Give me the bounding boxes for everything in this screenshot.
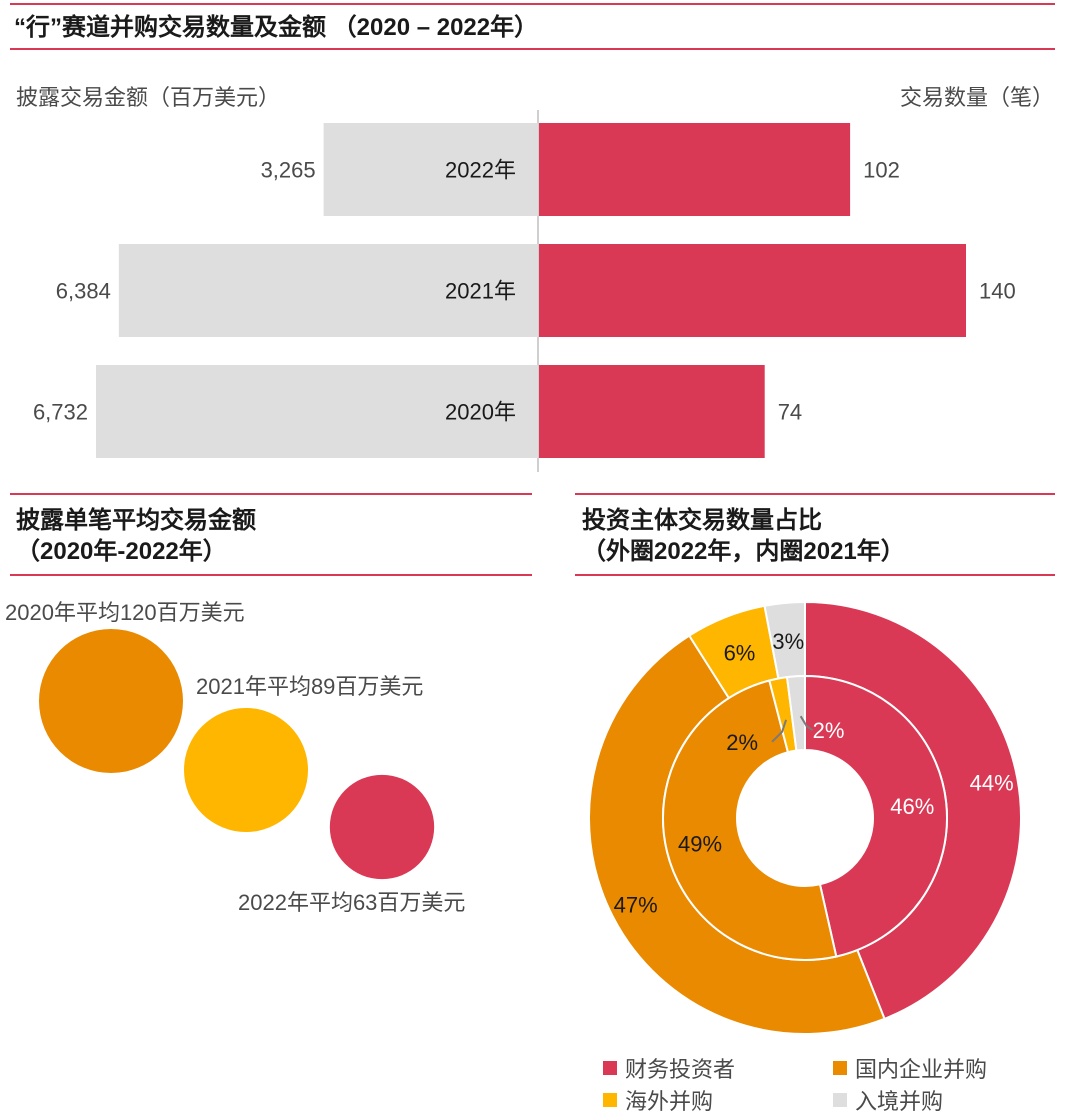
bubble-title-line1: 披露单笔平均交易金额 bbox=[16, 507, 256, 534]
inner-slice-3 bbox=[785, 674, 806, 752]
legend-label: 国内企业并购 bbox=[855, 1057, 988, 1082]
left-axis-label: 披露交易金额（百万美元） bbox=[16, 85, 281, 110]
legend-swatch bbox=[603, 1093, 617, 1107]
legend-swatch bbox=[833, 1061, 847, 1075]
amount-value-label: 6,732 bbox=[33, 400, 88, 425]
legend-label: 财务投资者 bbox=[625, 1057, 736, 1082]
legend-swatch bbox=[833, 1093, 847, 1107]
count-value-label: 74 bbox=[778, 400, 802, 425]
top-rule bbox=[10, 3, 1055, 5]
amount-value-label: 6,384 bbox=[56, 279, 111, 304]
count-value-label: 102 bbox=[863, 158, 900, 183]
legend-item-overseas: 海外并购 bbox=[603, 1084, 713, 1116]
amount-value-label: 3,265 bbox=[261, 158, 316, 183]
bubble-label-2022: 2022年平均63百万美元 bbox=[238, 890, 465, 915]
top-title-rule bbox=[10, 48, 1055, 50]
inner-leader-3 bbox=[799, 715, 814, 732]
amount-bar bbox=[96, 365, 538, 458]
right-axis-label: 交易数量（笔） bbox=[899, 85, 1054, 110]
legend-item-financial: 财务投资者 bbox=[603, 1052, 735, 1084]
amount-bar bbox=[118, 244, 539, 337]
count-bar bbox=[539, 244, 966, 337]
bubble-chart: 2020年平均120百万美元 2021年平均89百万美元 2022年平均63百万美元 bbox=[5, 600, 465, 915]
legend-label: 入境并购 bbox=[855, 1089, 944, 1114]
legend-label: 海外并购 bbox=[625, 1089, 714, 1114]
butterfly-bar-chart: 3,265 2022年 102 6,384 2021年 140 6,732 2020年 74 bbox=[33, 110, 1016, 472]
legend-item-inbound: 入境并购 bbox=[833, 1084, 943, 1116]
donut-top-rule bbox=[575, 493, 1055, 495]
inner-label-0: 46% bbox=[890, 794, 934, 819]
top-chart-title: “行”赛道并购交易数量及金额 （2020 – 2022年） bbox=[14, 14, 539, 41]
legend-item-domestic: 国内企业并购 bbox=[833, 1052, 987, 1084]
bubble-bottom-rule bbox=[10, 574, 532, 576]
bubble-2020 bbox=[39, 629, 183, 773]
year-label: 2021年 bbox=[445, 279, 516, 304]
amount-bar bbox=[323, 123, 538, 216]
count-bar bbox=[539, 123, 851, 216]
inner-leader-2 bbox=[771, 719, 788, 743]
donut-bottom-rule bbox=[575, 574, 1055, 576]
bubble-top-rule bbox=[10, 493, 532, 495]
donut-title-line2: （外圈2022年，内圈2021年） bbox=[582, 538, 905, 565]
outer-label-3: 3% bbox=[772, 629, 804, 654]
year-label: 2020年 bbox=[445, 400, 516, 425]
outer-label-0: 44% bbox=[970, 770, 1014, 795]
outer-label-2: 6% bbox=[724, 640, 756, 665]
legend-swatch bbox=[603, 1061, 617, 1075]
donut-title-line1: 投资主体交易数量占比 bbox=[582, 507, 822, 534]
count-value-label: 140 bbox=[979, 279, 1016, 304]
inner-slice-0 bbox=[804, 674, 948, 958]
inner-slice-1 bbox=[661, 679, 838, 961]
inner-label-3: 2% bbox=[813, 718, 845, 743]
year-label: 2022年 bbox=[445, 158, 516, 183]
bubble-title-line2: （2020年-2022年） bbox=[16, 538, 227, 565]
bubble-2022 bbox=[329, 774, 435, 880]
bubble-label-2021: 2021年平均89百万美元 bbox=[196, 674, 423, 699]
bubble-2021 bbox=[183, 707, 309, 833]
count-bar bbox=[539, 365, 765, 458]
inner-label-1: 49% bbox=[678, 831, 722, 856]
bubble-label-2020: 2020年平均120百万美元 bbox=[5, 600, 245, 625]
outer-label-1: 47% bbox=[614, 892, 658, 917]
inner-label-2: 2% bbox=[726, 730, 758, 755]
